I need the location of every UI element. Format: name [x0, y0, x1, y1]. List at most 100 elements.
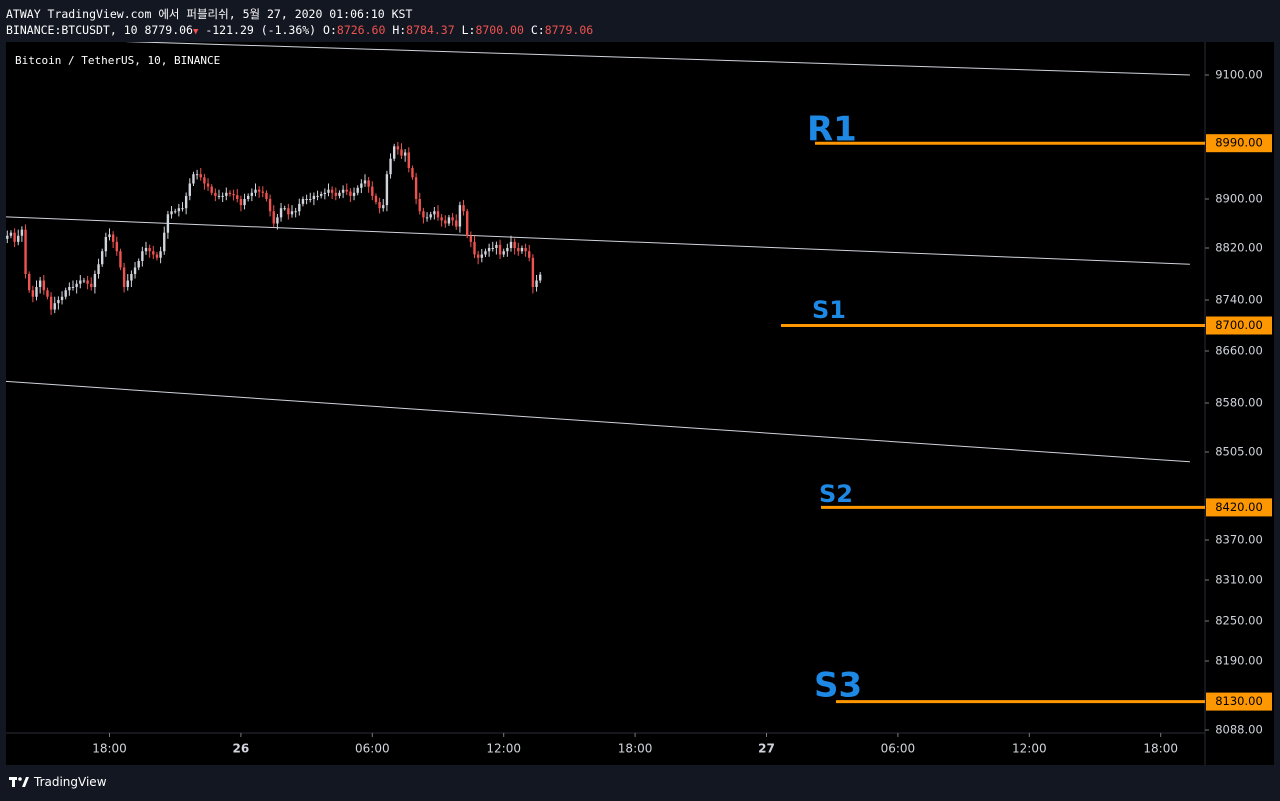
candle	[250, 188, 254, 202]
candle	[531, 254, 535, 294]
chart-area[interactable]: Bitcoin / TetherUS, 10, BINANCE R1 8990.0…	[6, 42, 1274, 765]
candle	[247, 193, 250, 202]
candle	[535, 274, 538, 292]
candle	[436, 205, 440, 221]
level-name-label: S3	[814, 666, 862, 706]
price-axis[interactable]	[1205, 42, 1274, 765]
candle	[447, 214, 451, 226]
candle	[239, 195, 243, 212]
candle	[396, 141, 400, 155]
price-chart[interactable]: Bitcoin / TetherUS, 10, BINANCE R1 8990.0…	[6, 42, 1274, 765]
trendline[interactable]	[7, 42, 1190, 76]
trendlines[interactable]	[6, 42, 1190, 463]
candle	[382, 199, 385, 212]
price-tick-label: 8580.00	[1215, 396, 1263, 410]
candle	[210, 184, 213, 196]
candle	[320, 191, 323, 199]
candle	[228, 190, 232, 197]
candle	[49, 292, 53, 315]
price-axis-ticks: 9100.00 8900.00 8820.00 8740.00 8660.00 8580.…	[1205, 68, 1263, 737]
candle	[418, 192, 421, 215]
plot-background	[6, 42, 1205, 733]
close-value: 8779.06	[544, 23, 594, 37]
footer-brand: TradingView	[34, 775, 107, 789]
candle	[272, 205, 275, 227]
candle	[17, 229, 20, 246]
candle	[378, 197, 381, 214]
open-label: O:	[323, 23, 337, 37]
time-tick-label: 18:00	[92, 742, 127, 756]
level-s1[interactable]: S1 8700.00	[781, 296, 1272, 335]
candle	[203, 173, 206, 190]
candle	[294, 207, 297, 218]
candle	[349, 188, 352, 203]
trendline[interactable]	[6, 377, 1190, 463]
candle	[268, 194, 272, 217]
price-tick-label: 8088.00	[1215, 723, 1263, 737]
candle	[155, 251, 159, 261]
candle	[177, 203, 181, 217]
candle	[214, 188, 217, 202]
candle	[24, 224, 27, 279]
level-price-label: 8990.00	[1215, 136, 1263, 150]
candle	[137, 258, 140, 271]
candle	[38, 276, 42, 294]
candle	[283, 205, 286, 211]
candle	[199, 168, 202, 181]
candle	[192, 171, 195, 186]
candle	[327, 183, 330, 197]
candle	[414, 172, 418, 205]
candle	[466, 208, 469, 239]
candle	[93, 270, 97, 294]
candle	[341, 185, 345, 199]
candle	[360, 179, 363, 194]
candle	[345, 183, 348, 195]
candles	[6, 141, 542, 315]
candle	[13, 228, 16, 248]
level-price-label: 8130.00	[1215, 694, 1263, 708]
candle	[429, 211, 432, 220]
candle	[374, 193, 378, 205]
low-label: L:	[461, 23, 476, 37]
candle	[104, 232, 108, 257]
candle	[86, 275, 89, 290]
candle	[495, 241, 498, 255]
candle	[513, 238, 516, 255]
candle	[393, 143, 396, 162]
support-resistance-levels[interactable]: R1 8990.00 S1 8700.00 S2 8420.00 S3 8130.00	[781, 110, 1272, 711]
trendline[interactable]	[6, 214, 1190, 265]
candle	[195, 169, 199, 180]
candle	[265, 190, 268, 202]
candle	[232, 189, 235, 201]
candle	[152, 245, 155, 260]
time-axis-ticks: 18:00 26 06:00 12:00 18:00 27 06:00 12:00 18:00	[92, 733, 1178, 756]
level-r1[interactable]: R1 8990.00	[807, 110, 1272, 153]
candle	[425, 212, 429, 222]
candle	[119, 248, 122, 271]
candle	[79, 274, 82, 289]
candle	[181, 202, 184, 212]
price-tick-label: 8740.00	[1215, 293, 1263, 307]
candle	[108, 228, 111, 241]
candle	[469, 231, 473, 248]
candle	[279, 202, 283, 222]
price-tick-label: 8820.00	[1215, 241, 1263, 255]
candle	[287, 203, 290, 220]
candle	[520, 245, 524, 254]
candle	[225, 187, 228, 201]
open-value: 8726.60	[336, 23, 386, 37]
candle	[133, 261, 137, 279]
candle	[148, 244, 151, 258]
candle	[352, 187, 356, 201]
price-tick-label: 8190.00	[1215, 654, 1263, 668]
candle	[323, 188, 327, 200]
candle	[31, 285, 35, 303]
time-axis[interactable]	[6, 733, 1205, 765]
level-s2[interactable]: S2 8420.00	[819, 480, 1272, 517]
candle	[411, 165, 414, 180]
time-tick-label: 06:00	[355, 742, 390, 756]
candle	[111, 231, 115, 248]
candle	[528, 244, 531, 262]
candle	[144, 241, 148, 255]
level-s3[interactable]: S3 8130.00	[814, 666, 1272, 711]
